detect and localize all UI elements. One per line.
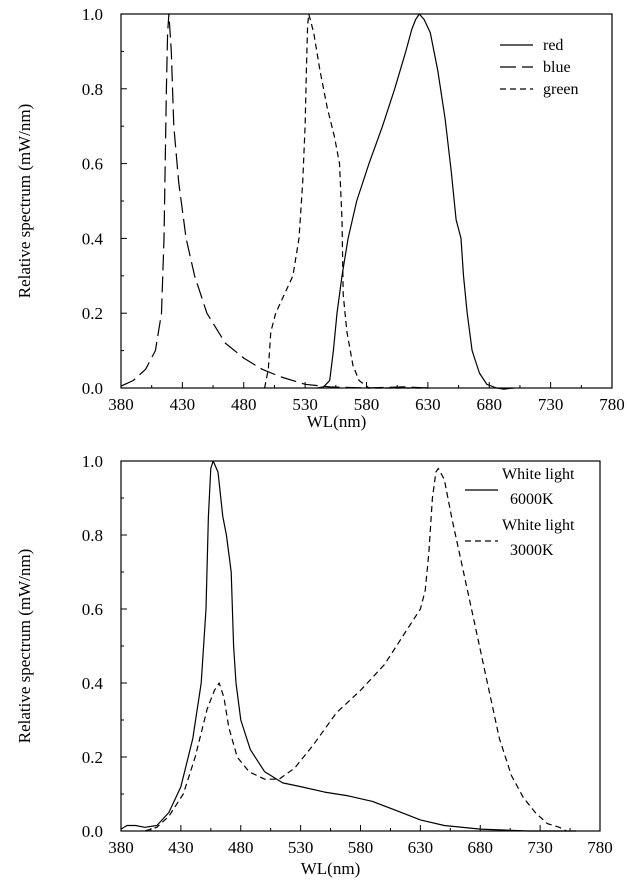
y-tick-label: 0.0 (82, 379, 103, 398)
x-tick-label: 730 (527, 838, 553, 857)
x-tick-label: 580 (348, 838, 374, 857)
series-line-white-light-3000k (144, 467, 567, 832)
x-tick-label: 730 (538, 395, 564, 414)
x-tick-label: 630 (415, 395, 441, 414)
legend-label: red (543, 37, 563, 54)
x-tick-label: 780 (599, 395, 625, 414)
legend-label: blue (543, 59, 571, 76)
x-tick-label: 680 (477, 395, 503, 414)
series-line-green (264, 13, 428, 389)
x-tick-label: 480 (228, 838, 254, 857)
y-tick-label: 0.4 (82, 229, 104, 248)
y-axis-label: Relative spectrum (mW/nm) (15, 104, 34, 299)
y-tick-label: 0.6 (82, 600, 103, 619)
y-tick-label: 0.4 (82, 674, 104, 693)
y-tick-label: 1.0 (82, 452, 103, 471)
x-axis-label: WL(nm) (307, 412, 366, 431)
chart-1: 380 430 480 530 580 630 680 730 780 0.0 0.2 0.4 0.6 0… (15, 5, 625, 431)
y-tick-label: 0.6 (82, 155, 103, 174)
plot-frame (120, 13, 613, 389)
x-tick-label: 380 (108, 395, 134, 414)
legend-label: White light (502, 517, 575, 534)
y-tick-label: 0.2 (82, 748, 103, 767)
legend-label: 3000K (510, 542, 554, 559)
series-line-white-light-6000k (120, 460, 576, 832)
y-tick-label: 0.0 (82, 822, 103, 841)
x-axis-label: WL(nm) (301, 859, 360, 878)
x-tick-label: 430 (168, 838, 194, 857)
legend: White light 6000K White light 3000K (465, 466, 575, 559)
series-line-blue (120, 13, 428, 389)
x-tick-label: 430 (170, 395, 196, 414)
y-tick-label: 0.8 (82, 80, 103, 99)
x-tick-label: 630 (408, 838, 434, 857)
x-tick-label: 780 (587, 838, 613, 857)
legend: red blue green (500, 37, 579, 98)
x-tick-label: 680 (468, 838, 494, 857)
y-tick-label: 0.2 (82, 304, 103, 323)
series-line-red (317, 13, 514, 390)
legend-label: 6000K (510, 491, 554, 508)
x-tick-label: 380 (108, 838, 134, 857)
chart-2: 380 430 480 530 580 630 680 730 780 0.0 0.2 0.4 0.6 0… (15, 452, 613, 878)
x-tick-label: 580 (354, 395, 380, 414)
y-axis-label: Relative spectrum (mW/nm) (15, 549, 34, 744)
legend-label: White light (502, 466, 575, 483)
x-tick-label: 530 (292, 395, 318, 414)
x-tick-label: 530 (288, 838, 314, 857)
legend-label: green (543, 81, 579, 98)
y-tick-label: 0.8 (82, 526, 103, 545)
y-tick-label: 1.0 (82, 5, 103, 24)
x-tick-label: 480 (231, 395, 257, 414)
